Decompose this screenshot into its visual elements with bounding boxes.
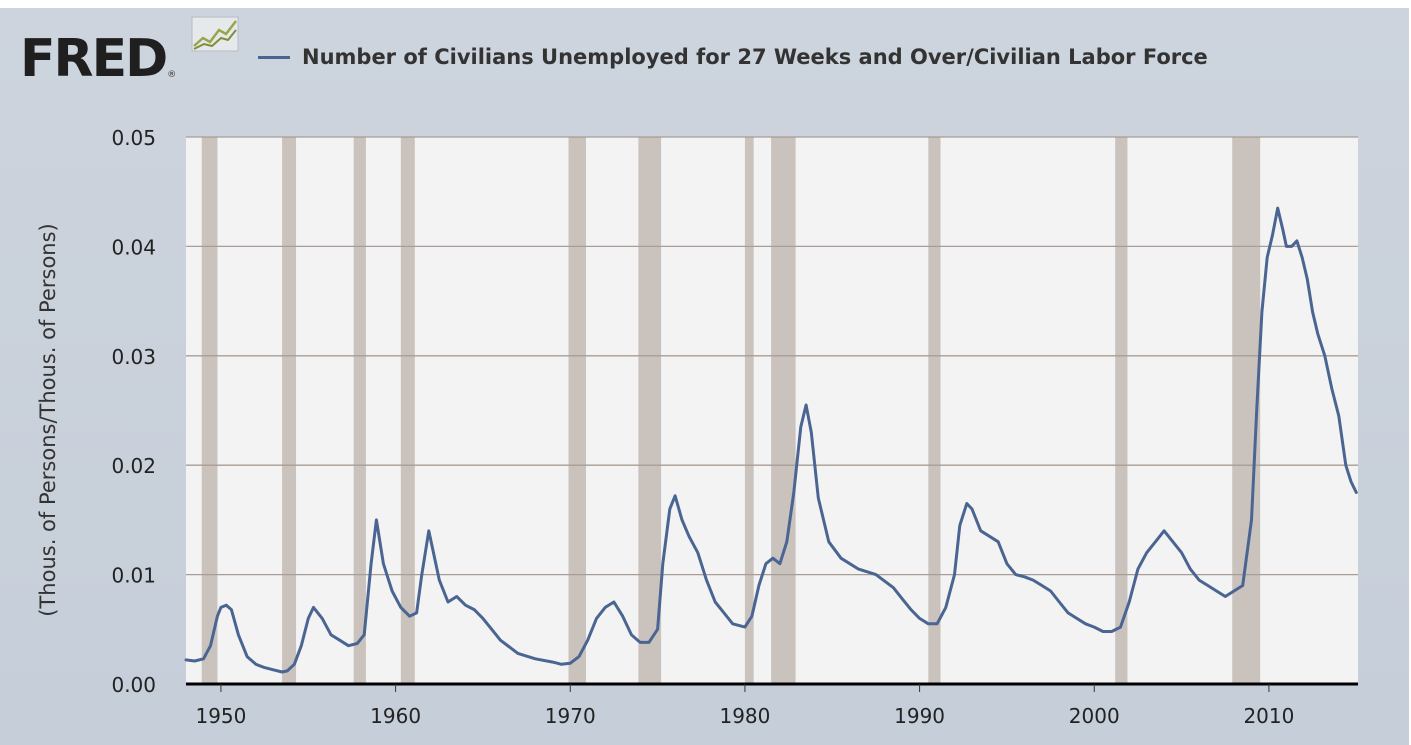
recession-band-7 bbox=[771, 137, 796, 684]
recession-band-0 bbox=[201, 137, 218, 684]
legend-label: Number of Civilians Unemployed for 27 We… bbox=[302, 45, 1208, 69]
x-tick-label-3: 1980 bbox=[719, 704, 770, 728]
x-tick-label-4: 1990 bbox=[894, 704, 945, 728]
y-tick-label-3: 0.03 bbox=[111, 345, 156, 369]
y-tick-label-2: 0.02 bbox=[111, 454, 156, 478]
x-tick-label-0: 1950 bbox=[195, 704, 246, 728]
x-tick-label-6: 2010 bbox=[1243, 704, 1294, 728]
recession-band-1 bbox=[282, 137, 297, 684]
recession-band-4 bbox=[568, 137, 586, 684]
recession-band-3 bbox=[400, 137, 415, 684]
chart-legend: Number of Civilians Unemployed for 27 We… bbox=[258, 45, 1208, 69]
x-tick-label-5: 2000 bbox=[1069, 704, 1120, 728]
y-tick-labels: 0.00 0.01 0.02 0.03 0.04 0.05 bbox=[111, 126, 156, 697]
x-tick-labels: 1950 1960 1970 1980 1990 2000 2010 bbox=[195, 684, 1294, 728]
series-lines bbox=[184, 206, 1358, 674]
series-line-0 bbox=[184, 206, 1358, 674]
recession-band-6 bbox=[744, 137, 754, 684]
y-tick-label-1: 0.01 bbox=[111, 564, 156, 588]
y-tick-label-5: 0.05 bbox=[111, 126, 156, 150]
recession-band-8 bbox=[928, 137, 941, 684]
fred-logo-text: FRED bbox=[20, 29, 168, 89]
recession-band-9 bbox=[1115, 137, 1128, 684]
registered-mark: ® bbox=[167, 70, 177, 80]
chart-canvas: 0.00 0.01 0.02 0.03 0.04 0.05 1950 1960 1970 198… bbox=[36, 126, 1358, 728]
gridlines bbox=[186, 136, 1358, 576]
x-tick-label-1: 1960 bbox=[370, 704, 421, 728]
recession-band-2 bbox=[353, 137, 366, 684]
legend-swatch bbox=[258, 55, 290, 59]
y-tick-label-0: 0.00 bbox=[111, 673, 156, 697]
recession-bands bbox=[201, 137, 1261, 684]
x-tick-label-2: 1970 bbox=[545, 704, 596, 728]
y-tick-label-4: 0.04 bbox=[111, 235, 156, 259]
y-axis-label: (Thous. of Persons/Thous. of Persons) bbox=[36, 223, 60, 616]
chart-line-icon bbox=[191, 16, 239, 52]
recession-band-5 bbox=[638, 137, 662, 684]
fred-logo: FRED ® bbox=[20, 29, 177, 89]
